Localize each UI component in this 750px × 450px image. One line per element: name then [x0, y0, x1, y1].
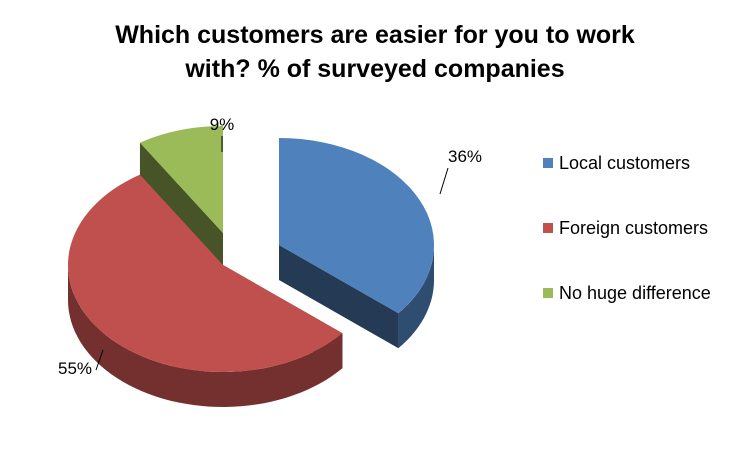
- pie-slice-no-difference-cut-0: [139, 142, 223, 268]
- legend-swatch-local: [543, 158, 553, 168]
- pie-slice-no-difference-top: [139, 126, 223, 233]
- pie-slice-foreign-rim: [68, 265, 343, 407]
- leader-line-local: [439, 167, 449, 195]
- legend-label-foreign: Foreign customers: [559, 217, 709, 238]
- legend-label-no-difference: No huge difference: [559, 282, 711, 303]
- pie-slice-foreign-top: [68, 174, 343, 373]
- legend-label-local: Local customers: [559, 152, 691, 173]
- legend-swatch-no-difference: [543, 288, 553, 298]
- legend-item-local: Local customers: [543, 152, 711, 174]
- pie-slice-no-difference: [139, 142, 223, 268]
- legend-swatch-foreign: [543, 223, 553, 233]
- pie-slice-local-top: [279, 138, 434, 314]
- pie-slice-local: [279, 245, 434, 349]
- chart-title-line-2: with? % of surveyed companies: [185, 55, 565, 83]
- data-labels: 36% 55% 9%: [58, 115, 482, 378]
- legend-item-no-difference: No huge difference: [543, 282, 711, 304]
- data-label-foreign: 55%: [58, 359, 92, 378]
- leader-line-foreign: [95, 349, 104, 371]
- pie-slices: [68, 126, 434, 407]
- data-label-no-difference: 9%: [210, 115, 235, 134]
- pie-slice-local-cut-1: [279, 245, 399, 349]
- legend-item-foreign: Foreign customers: [543, 217, 711, 239]
- chart-title: Which customers are easier for you to wo…: [0, 18, 750, 86]
- legend: Local customers Foreign customers No hug…: [543, 152, 711, 347]
- data-label-local: 36%: [448, 147, 482, 166]
- pie-slice-local-rim: [398, 245, 434, 349]
- chart-title-line-1: Which customers are easier for you to wo…: [115, 21, 635, 49]
